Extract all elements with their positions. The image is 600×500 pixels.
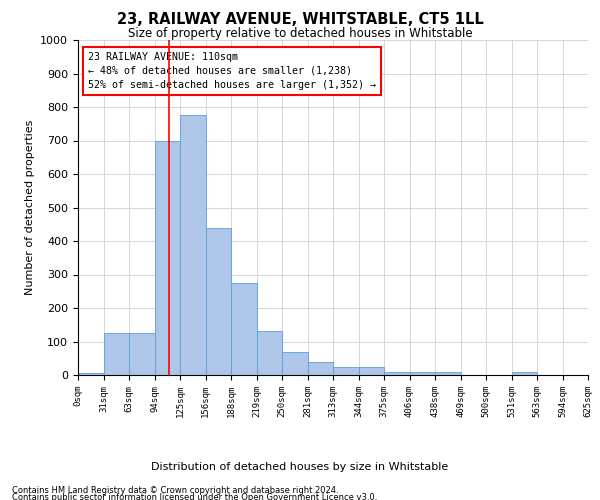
Text: Distribution of detached houses by size in Whitstable: Distribution of detached houses by size … xyxy=(151,462,449,472)
Bar xyxy=(282,352,308,375)
Bar xyxy=(333,366,359,375)
Bar xyxy=(104,333,129,375)
Bar xyxy=(129,333,155,375)
Bar xyxy=(359,366,384,375)
Text: Size of property relative to detached houses in Whitstable: Size of property relative to detached ho… xyxy=(128,28,472,40)
Bar xyxy=(78,374,104,375)
Bar xyxy=(511,372,537,375)
Bar xyxy=(180,116,205,375)
Bar xyxy=(231,283,257,375)
Bar xyxy=(409,372,435,375)
Bar xyxy=(308,362,333,375)
Text: Contains public sector information licensed under the Open Government Licence v3: Contains public sector information licen… xyxy=(12,494,377,500)
Bar xyxy=(155,140,180,375)
Text: 23, RAILWAY AVENUE, WHITSTABLE, CT5 1LL: 23, RAILWAY AVENUE, WHITSTABLE, CT5 1LL xyxy=(116,12,484,28)
Y-axis label: Number of detached properties: Number of detached properties xyxy=(25,120,35,295)
Bar xyxy=(257,332,282,375)
Bar xyxy=(205,228,231,375)
Text: 23 RAILWAY AVENUE: 110sqm
← 48% of detached houses are smaller (1,238)
52% of se: 23 RAILWAY AVENUE: 110sqm ← 48% of detac… xyxy=(88,52,376,90)
Text: Contains HM Land Registry data © Crown copyright and database right 2024.: Contains HM Land Registry data © Crown c… xyxy=(12,486,338,495)
Bar xyxy=(384,372,409,375)
Bar xyxy=(435,372,461,375)
